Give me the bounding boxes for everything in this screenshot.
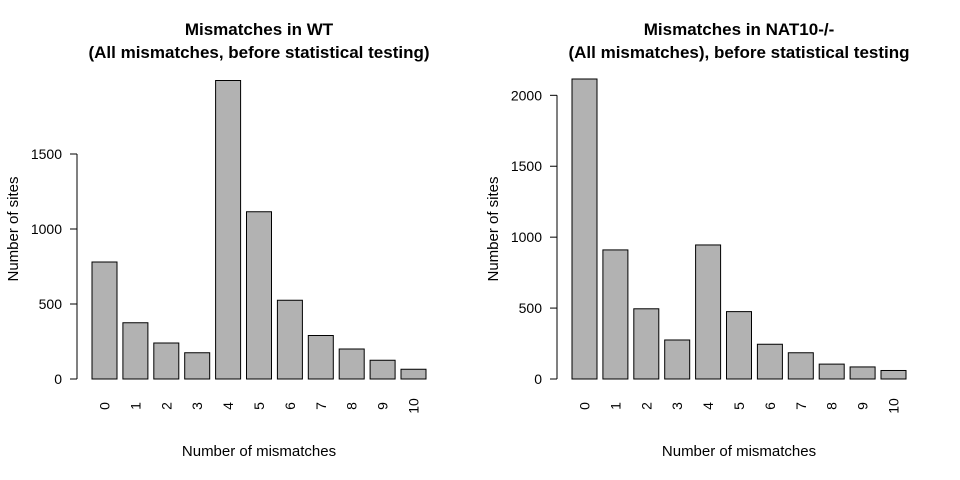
- chart1-title-line1: Mismatches in WT: [185, 20, 334, 39]
- chart2-bar-0: [571, 78, 598, 380]
- chart2-plot-area: 0 1 2 3 4 5 6 7 8 9 10 0 500 1000 1500 2000: [511, 78, 907, 414]
- chart1-bar-4: [215, 80, 242, 380]
- chart2-y-tick-label: 1000: [511, 229, 542, 245]
- chart2-bar-8: [818, 363, 845, 380]
- chart1-x-tick-label: 4: [220, 402, 236, 410]
- chart2-bar-3: [664, 339, 691, 380]
- chart1-x-tick-label: 1: [127, 402, 143, 410]
- chart1-x-tick-label: 5: [251, 402, 267, 410]
- chart2-y-tick-label: 0: [534, 371, 542, 387]
- chart2-bar-6: [756, 343, 783, 380]
- chart1-bar-3: [184, 352, 211, 380]
- chart2-title-line1: Mismatches in NAT10-/-: [644, 20, 835, 39]
- chart1-y-tick-label: 1500: [31, 146, 62, 162]
- chart2-y-axis-label: Number of sites: [485, 176, 502, 281]
- chart2-bar-9: [849, 366, 876, 380]
- chart2-title-line2: (All mismatches), before statistical tes…: [568, 43, 909, 62]
- chart2-bar-4: [695, 244, 722, 380]
- chart1-bar-10: [400, 368, 427, 380]
- chart1-plot-area: 0 1 2 3 4 5 6 7 8 9 10 0 500 1000 1500: [31, 80, 427, 414]
- chart1-x-tick-label: 0: [97, 402, 113, 410]
- chart1-x-tick-label: 8: [344, 402, 360, 410]
- chart2-x-tick-label: 0: [577, 402, 593, 410]
- chart2-x-tick-label: 3: [669, 402, 685, 410]
- chart2-bar-10: [880, 369, 907, 380]
- chart1-bar-5: [246, 211, 272, 380]
- chart2-x-tick-label: 6: [762, 402, 778, 410]
- chart1-y-tick-label: 1000: [31, 221, 62, 237]
- chart1-bar-8: [338, 348, 365, 380]
- chart1-bar-9: [369, 359, 396, 380]
- chart1-x-tick-label: 6: [282, 402, 298, 410]
- chart2-x-tick-label: 1: [607, 402, 623, 410]
- chart1-x-tick-label: 2: [158, 402, 174, 410]
- chart2-x-tick-label: 8: [824, 402, 840, 410]
- chart1-bar-2: [153, 342, 180, 380]
- chart1-bar-0: [91, 261, 118, 380]
- chart1-x-tick-label: 10: [406, 398, 422, 414]
- chart2-bar-5: [726, 311, 752, 380]
- chart1-bar-6: [276, 299, 303, 380]
- chart2-y-tick-label: 1500: [511, 158, 542, 174]
- chart2-x-tick-label: 4: [700, 402, 716, 410]
- chart1-x-tick-label: 3: [189, 402, 205, 410]
- chart2-x-tick-label: 7: [793, 402, 809, 410]
- chart2-bar-7: [787, 352, 814, 380]
- chart1-x-tick-label: 9: [375, 402, 391, 410]
- chart1-x-axis-label: Number of mismatches: [182, 443, 336, 460]
- chart2-bar-2: [633, 308, 660, 380]
- chart1-bar-7: [307, 335, 334, 380]
- chart2-x-tick-label: 9: [855, 402, 871, 410]
- chart1-y-axis-label: Number of sites: [5, 176, 22, 281]
- chart1-y-tick-label: 0: [54, 371, 62, 387]
- chart1-x-tick-label: 7: [313, 402, 329, 410]
- chart2-x-tick-label: 10: [886, 398, 902, 414]
- chart1-title-line2: (All mismatches, before statistical test…: [88, 43, 429, 62]
- chart1-bar-1: [122, 322, 149, 380]
- chart2-x-tick-label: 2: [638, 402, 654, 410]
- chart2-x-axis-label: Number of mismatches: [662, 443, 816, 460]
- chart2-x-tick-label: 5: [731, 402, 747, 410]
- chart1-y-tick-label: 500: [39, 296, 63, 312]
- chart2-bar-1: [602, 249, 629, 380]
- chart2-y-tick-label: 2000: [511, 87, 542, 103]
- chart2-y-tick-label: 500: [519, 300, 543, 316]
